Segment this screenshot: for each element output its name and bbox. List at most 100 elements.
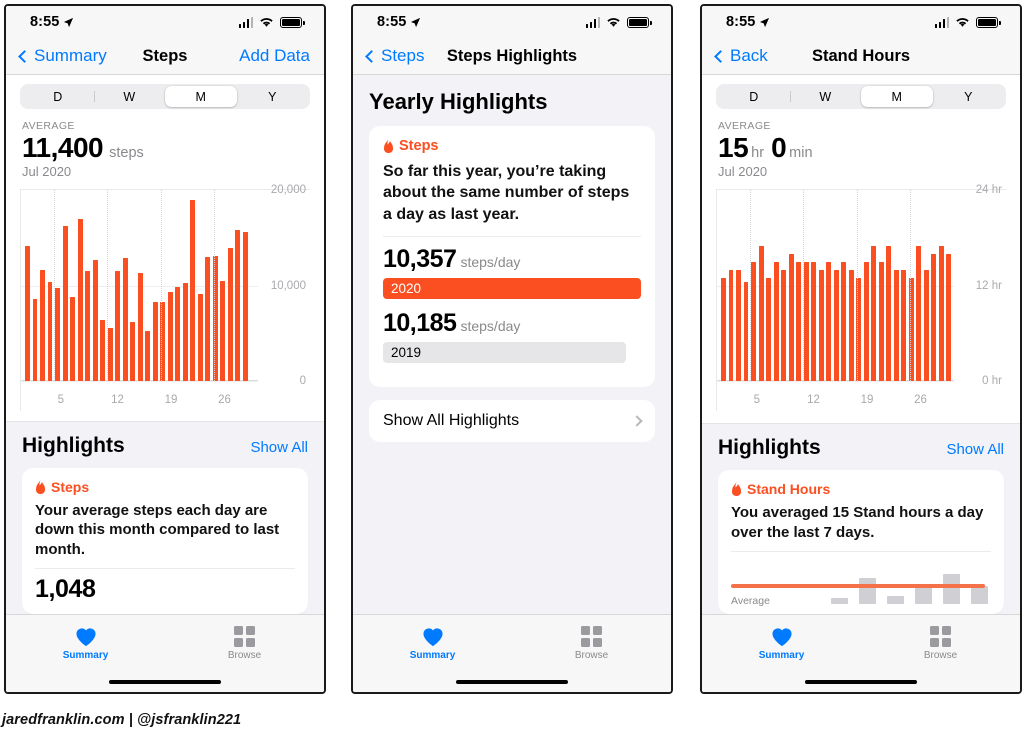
chart-bar[interactable] (167, 291, 173, 382)
chart-bar[interactable] (92, 260, 98, 382)
segment-m[interactable]: M (861, 86, 933, 107)
chart-bar[interactable] (736, 269, 741, 382)
chart-bar[interactable] (893, 269, 899, 382)
chart-bar[interactable] (863, 261, 869, 382)
chart-bar[interactable] (818, 269, 824, 382)
chart-bar[interactable] (100, 320, 106, 382)
chart-bar[interactable] (923, 269, 929, 382)
home-indicator[interactable] (109, 679, 221, 685)
tab-browse[interactable]: Browse (512, 615, 671, 672)
chart-bar[interactable] (227, 247, 233, 382)
chart-bar[interactable] (848, 269, 854, 382)
chart-bar[interactable] (220, 281, 226, 382)
segment-d[interactable]: D (749, 89, 759, 104)
segment-d[interactable]: D (53, 89, 63, 104)
home-indicator[interactable] (805, 679, 917, 685)
chart-bar[interactable] (145, 330, 151, 382)
tab-browse[interactable]: Browse (861, 615, 1020, 672)
status-bar-time-group: 8:55 (377, 14, 421, 30)
chart-bar[interactable] (190, 199, 196, 382)
add-data-button[interactable]: Add Data (239, 46, 310, 65)
chart-bar[interactable] (856, 277, 862, 382)
back-button[interactable]: Summary (18, 46, 107, 66)
highlights-show-all-button[interactable]: Show All (946, 441, 1004, 458)
range-segmented-control[interactable]: D W M Y (20, 84, 310, 109)
tab-summary[interactable]: Summary (702, 615, 861, 672)
chart-bar[interactable] (811, 261, 817, 382)
chart-bar[interactable] (197, 293, 203, 382)
back-button[interactable]: Steps (365, 46, 424, 66)
chart-bar[interactable] (931, 254, 937, 382)
range-segmented-control[interactable]: D W M Y (716, 84, 1006, 109)
chart-bar[interactable] (826, 261, 832, 382)
chart-bar[interactable] (77, 219, 83, 382)
chart-bar[interactable] (70, 297, 76, 382)
segment-w[interactable]: W (93, 86, 166, 107)
tab-summary[interactable]: Summary (6, 615, 165, 672)
chart-bar[interactable] (758, 246, 764, 382)
highlights-show-all-button[interactable]: Show All (250, 438, 308, 456)
chart-bar[interactable] (788, 254, 794, 382)
show-all-highlights-row[interactable]: Show All Highlights (369, 399, 655, 442)
chart-bar[interactable] (871, 246, 877, 382)
back-button[interactable]: Back (714, 46, 768, 66)
chart-bar[interactable] (182, 283, 188, 382)
chart-bar[interactable] (205, 257, 211, 382)
chart-bar[interactable] (130, 322, 136, 382)
chart-bar[interactable] (833, 269, 839, 382)
chart-bar[interactable] (878, 261, 884, 382)
status-bar: 8:55 (6, 6, 324, 38)
chart-y-tick-label: 20,000 (270, 184, 306, 197)
chart-bar[interactable] (212, 256, 218, 382)
mini-chart-bar (859, 578, 876, 604)
back-button-label: Back (730, 46, 768, 65)
chart-bar[interactable] (766, 277, 772, 382)
chart-bar[interactable] (938, 246, 944, 382)
chart-bar[interactable] (175, 286, 181, 382)
tab-browse[interactable]: Browse (165, 615, 324, 672)
chart-bar[interactable] (115, 270, 121, 382)
chart-bar[interactable] (25, 245, 30, 382)
chart-bar[interactable] (55, 287, 60, 382)
chart-bar[interactable] (743, 281, 749, 382)
chart-bar[interactable] (773, 261, 779, 382)
chart-bar[interactable] (62, 225, 68, 382)
chart-bar[interactable] (946, 254, 952, 382)
chart-bar[interactable] (85, 270, 91, 382)
chart-bar[interactable] (886, 246, 892, 382)
segment-y[interactable]: Y (268, 89, 277, 104)
chart-bar[interactable] (908, 277, 914, 382)
chart-bar[interactable] (751, 261, 756, 382)
chart-bar[interactable] (721, 277, 726, 382)
chart-bar[interactable] (242, 232, 248, 382)
average-value: 11,400 (22, 132, 104, 163)
chart-bar[interactable] (803, 261, 809, 382)
home-indicator[interactable] (456, 679, 568, 685)
stand-hours-bar-chart[interactable]: 24 hr 12 hr 0 hr 5 12 19 26 (716, 184, 1006, 412)
chart-bar[interactable] (122, 258, 128, 382)
steps-bar-chart[interactable]: 20,000 10,000 0 5 12 19 26 (20, 184, 310, 412)
chart-bar[interactable] (32, 299, 38, 382)
segment-m[interactable]: M (165, 86, 237, 107)
average-minutes-value: 0 (771, 132, 787, 163)
segment-w[interactable]: W (789, 86, 862, 107)
chart-bar[interactable] (107, 327, 113, 382)
chart-vertical-gridline (749, 190, 751, 382)
yearly-highlight-card[interactable]: Steps So far this year, you’re taking ab… (369, 126, 655, 387)
highlight-card[interactable]: Stand Hours You averaged 15 Stand hours … (718, 470, 1004, 614)
chart-bar[interactable] (160, 302, 166, 382)
chart-bar[interactable] (781, 269, 787, 382)
chart-bar[interactable] (916, 246, 922, 382)
tab-summary[interactable]: Summary (353, 615, 512, 672)
chart-bar[interactable] (901, 269, 907, 382)
chart-bar[interactable] (47, 282, 53, 382)
chart-bar[interactable] (137, 273, 143, 382)
chart-bar[interactable] (728, 269, 734, 382)
chart-bar[interactable] (40, 269, 45, 382)
highlight-card[interactable]: Steps Your average steps each day are do… (22, 467, 308, 614)
chart-bar[interactable] (152, 302, 158, 382)
segment-y[interactable]: Y (964, 89, 973, 104)
chart-bar[interactable] (841, 261, 847, 382)
chart-bar[interactable] (796, 261, 802, 382)
chart-bar[interactable] (235, 229, 241, 382)
